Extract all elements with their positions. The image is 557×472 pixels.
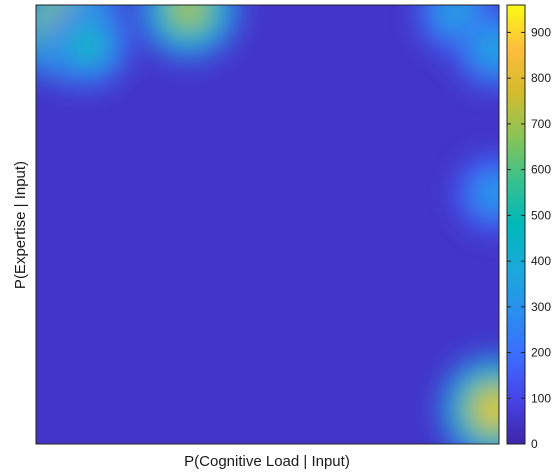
heatmap-hotspots [36, 5, 499, 444]
colorbar-tick-label: 700 [531, 117, 551, 131]
heatmap-plot-area [36, 5, 499, 444]
heatmap-hotspot [178, 5, 199, 20]
colorbar-tick-label: 300 [531, 300, 551, 314]
colorbar-tick-label: 200 [531, 346, 551, 360]
heatmap-hotspot [486, 40, 499, 57]
colorbar-ticks: 0 100 200 300 400 500 600 700 800 900 [507, 25, 551, 451]
colorbar-tick-label: 500 [531, 208, 551, 222]
colorbar-tick-label: 600 [531, 163, 551, 177]
colorbar-tick-label: 400 [531, 254, 551, 268]
plot-frame [35, 4, 500, 445]
heatmap-hotspot [486, 186, 499, 202]
colorbar-tick-label: 0 [531, 437, 538, 451]
colorbar-tick-label: 100 [531, 391, 551, 405]
colorbar-tick-label: 800 [531, 71, 551, 85]
colorbar-tick-label: 900 [531, 25, 551, 39]
heatmap-hotspot [483, 398, 499, 420]
colorbar [506, 4, 526, 445]
y-axis-label: P(Expertise | Input) [12, 161, 29, 289]
x-axis-label: P(Cognitive Load | Input) [184, 453, 350, 470]
heatmap-hotspot [449, 5, 466, 22]
heatmap-hotspot [78, 35, 96, 54]
